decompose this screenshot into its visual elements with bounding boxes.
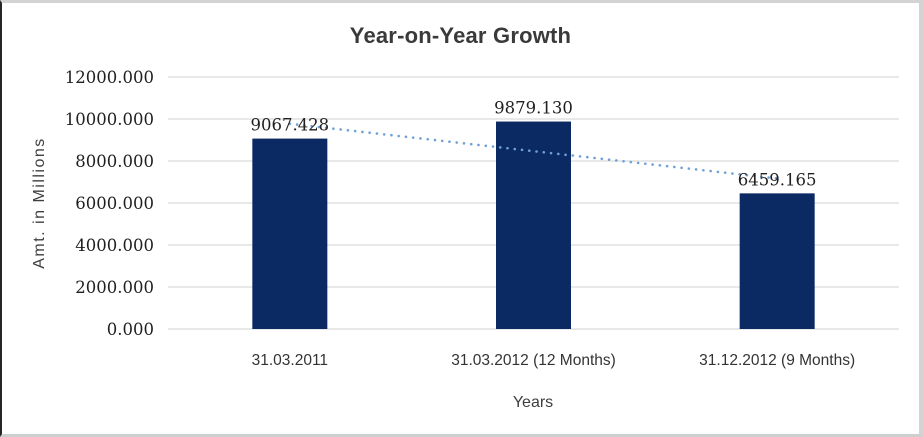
data-label-2: 9879.130 — [494, 99, 573, 118]
data-label-1: 9067.428 — [250, 116, 329, 135]
trendline — [288, 122, 779, 180]
bar-2 — [496, 121, 571, 329]
y-tick-label: 4000.000 — [75, 236, 154, 255]
chart-inner: Year-on-Year Growth Amt. in Millions 0.0… — [2, 3, 919, 434]
x-tick-label-2: 31.03.2012 (12 Months) — [451, 352, 616, 369]
data-label-3: 6459.165 — [738, 170, 817, 189]
x-tick-label-3: 31.12.2012 (9 Months) — [699, 352, 855, 369]
y-tick-label: 6000.000 — [75, 194, 154, 213]
bar-1 — [252, 138, 328, 329]
bar-3 — [739, 193, 815, 329]
y-tick-label: 12000.000 — [65, 68, 154, 87]
y-tick-label: 10000.000 — [65, 110, 154, 129]
chart-title: Year-on-Year Growth — [349, 23, 572, 48]
y-tick-label: 8000.000 — [75, 152, 154, 171]
plot-area: 0.000 2000.000 4000.000 6000.000 8000.000 100… — [65, 68, 899, 369]
y-tick-label: 0.000 — [107, 320, 154, 339]
y-tick-label: 2000.000 — [75, 278, 154, 297]
x-axis-title: Years — [512, 394, 554, 411]
x-tick-label-1: 31.03.2011 — [252, 352, 328, 369]
